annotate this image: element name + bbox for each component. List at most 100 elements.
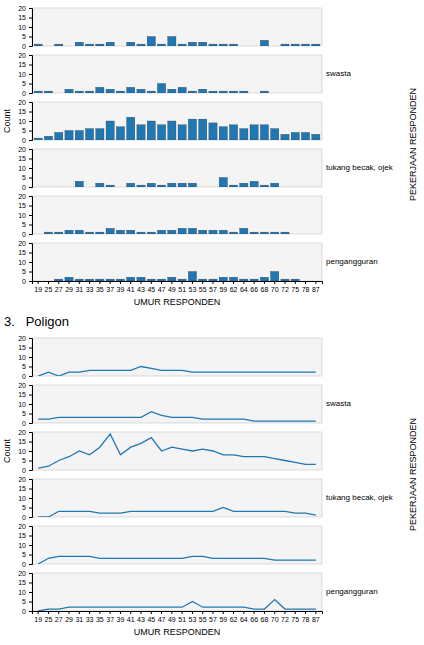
plot-area (38, 434, 316, 468)
y-tick-mark (29, 8, 32, 9)
x-tick: 41 (127, 281, 135, 293)
bar (229, 91, 237, 93)
x-tick-mark (151, 281, 152, 284)
panel-frame (32, 479, 322, 517)
x-tick-label: 70 (271, 286, 279, 293)
x-tick-label: 64 (240, 616, 248, 623)
axis-line (29, 574, 33, 612)
y-tick-mark (29, 131, 32, 132)
bar (96, 279, 104, 281)
x-tick-mark (295, 611, 296, 614)
panel: 05101520Count (2, 99, 322, 144)
y-tick-label: 5 (22, 174, 26, 181)
x-tick: 51 (178, 281, 186, 293)
bar (178, 44, 186, 46)
bar (75, 230, 83, 234)
x-tick: 78 (302, 281, 310, 293)
x-tick-label: 64 (240, 286, 248, 293)
bar (127, 183, 135, 187)
bar (312, 134, 320, 140)
x-tick: 57 (209, 611, 217, 623)
bar (75, 279, 83, 281)
x-tick-label: 87 (312, 286, 320, 293)
bar (96, 232, 104, 234)
x-tick-mark (141, 281, 142, 284)
x-tick-mark (110, 611, 111, 614)
x-tick: 35 (96, 281, 104, 293)
bar (219, 44, 227, 46)
x-tick-label: 53 (189, 286, 197, 293)
x-tick-mark (48, 611, 49, 614)
x-tick-label: 66 (250, 616, 258, 623)
bar (229, 125, 237, 140)
y-tick-mark (29, 65, 32, 66)
bar (271, 93, 279, 94)
plot-area (38, 367, 316, 377)
line (38, 508, 316, 518)
bar (65, 277, 73, 281)
bar (250, 46, 258, 47)
y-tick: 10 (18, 118, 32, 125)
y-tick-mark (29, 234, 32, 235)
x-tick: 31 (75, 611, 83, 623)
x-tick: 64 (240, 611, 248, 623)
bar (312, 281, 320, 282)
x-tick: 55 (199, 611, 207, 623)
axis-line (33, 612, 323, 615)
y-tick-label: 20 (18, 429, 26, 436)
x-tick: 70 (271, 611, 279, 623)
y-tick: 15 (18, 108, 32, 115)
y-axis: 05101520 (18, 146, 32, 191)
y-tick-mark (29, 159, 32, 160)
panel: 05101520 (18, 193, 322, 238)
bar (168, 37, 176, 47)
bar (271, 183, 279, 187)
y-tick-mark (29, 451, 32, 452)
y-tick-mark (29, 18, 32, 19)
y-tick-mark (29, 37, 32, 38)
bar (291, 279, 299, 281)
y-tick: 15 (18, 391, 32, 398)
x-tick-label: 59 (219, 616, 227, 623)
panel-frame (32, 196, 322, 234)
panel-label: pengangguran (326, 587, 378, 596)
plot-area (34, 37, 320, 47)
bar (55, 132, 63, 140)
bar (199, 89, 207, 93)
x-tick: 75 (291, 611, 299, 623)
x-tick-label: 39 (117, 286, 125, 293)
y-tick-mark (29, 536, 32, 537)
bar (147, 279, 155, 281)
x-tick: 27 (55, 611, 63, 623)
y-tick-mark (29, 253, 32, 254)
axis-line (29, 527, 33, 565)
bar (116, 279, 124, 281)
bar (250, 232, 258, 234)
x-tick: 33 (86, 611, 94, 623)
y-tick-mark (29, 479, 32, 480)
x-tick: 53 (189, 281, 197, 293)
x-tick: 49 (168, 611, 176, 623)
y-tick-mark (29, 357, 32, 358)
bar (271, 129, 279, 140)
y-tick-mark (29, 206, 32, 207)
x-tick: 66 (250, 281, 258, 293)
x-tick-mark (295, 281, 296, 284)
x-tick-mark (182, 611, 183, 614)
bar (34, 281, 42, 282)
y-tick-label: 10 (18, 259, 26, 266)
x-tick-label: 75 (291, 616, 299, 623)
x-tick: 37 (106, 281, 114, 293)
x-tick-mark (120, 281, 121, 284)
panel: 05101520swasta (18, 52, 351, 97)
y-tick-label: 5 (22, 410, 26, 417)
x-tick-mark (202, 281, 203, 284)
y-tick-mark (29, 196, 32, 197)
x-tick: 37 (106, 611, 114, 623)
x-tick: 87 (312, 611, 320, 623)
x-tick-mark (254, 611, 255, 614)
x-tick-mark (48, 281, 49, 284)
bar (96, 183, 104, 187)
x-tick-mark (99, 611, 100, 614)
y-tick: 10 (18, 259, 32, 266)
